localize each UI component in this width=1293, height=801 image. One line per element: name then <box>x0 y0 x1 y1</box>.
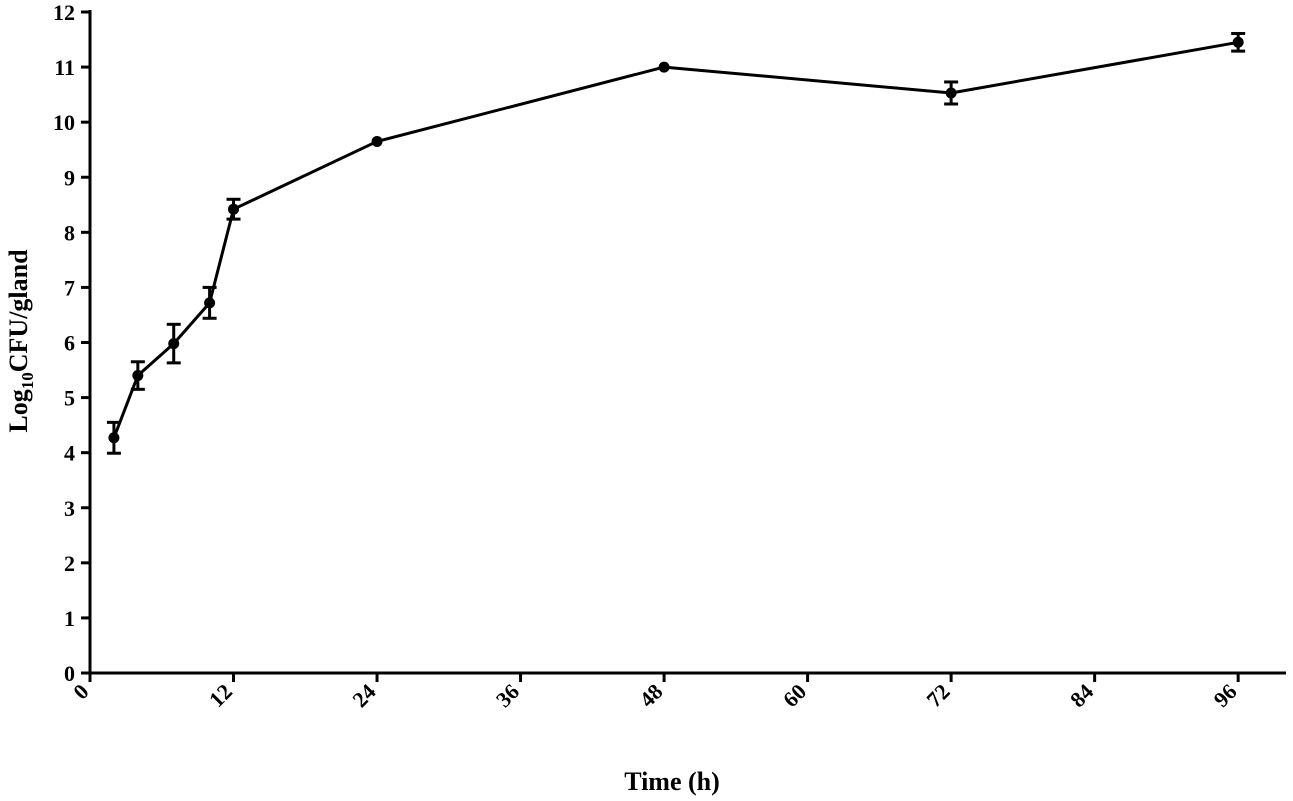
y-axis-title-subscript: 10 <box>18 372 37 389</box>
y-tick-label: 10 <box>53 110 75 135</box>
x-tick-label: 24 <box>347 679 380 712</box>
y-tick-label: 12 <box>53 0 75 25</box>
x-tick-label: 60 <box>778 679 811 712</box>
series-line <box>112 40 1239 439</box>
y-tick-label: 1 <box>64 606 75 631</box>
y-tick-label: 7 <box>64 275 75 300</box>
y-tick-label: 9 <box>64 165 75 190</box>
x-tick-label: 36 <box>491 679 524 712</box>
data-point <box>945 87 957 99</box>
data-point <box>658 61 670 73</box>
y-tick-label: 3 <box>64 496 75 521</box>
x-tick-label: 72 <box>921 679 954 712</box>
y-tick-label: 11 <box>54 55 75 80</box>
x-axis-ticks: 0 12 24 36 48 60 72 84 96 <box>68 673 1242 712</box>
data-point <box>108 432 120 444</box>
data-point <box>204 297 216 309</box>
x-tick-label: 0 <box>68 679 93 704</box>
y-axis-title: Log10CFU/gland <box>4 249 37 433</box>
y-tick-label: 8 <box>64 220 75 245</box>
x-tick-label: 96 <box>1208 679 1241 712</box>
y-tick-label: 5 <box>64 386 75 411</box>
data-point <box>371 135 383 147</box>
y-tick-label: 6 <box>64 331 75 356</box>
data-point <box>132 370 144 382</box>
data-point <box>168 338 180 350</box>
y-tick-label: 0 <box>64 661 75 686</box>
x-tick-label: 84 <box>1065 679 1098 712</box>
y-tick-label: 4 <box>64 441 75 466</box>
y-axis-title-prefix: Log <box>4 389 33 432</box>
series-layer <box>106 31 1246 455</box>
x-tick-label: 12 <box>204 679 237 712</box>
y-axis-title-suffix: CFU/gland <box>4 249 33 372</box>
data-point <box>1232 36 1244 48</box>
x-tick-label: 48 <box>634 679 667 712</box>
axes <box>88 10 1286 675</box>
y-tick-label: 2 <box>64 551 75 576</box>
x-axis-title: Time (h) <box>624 767 720 796</box>
data-point <box>228 203 240 215</box>
